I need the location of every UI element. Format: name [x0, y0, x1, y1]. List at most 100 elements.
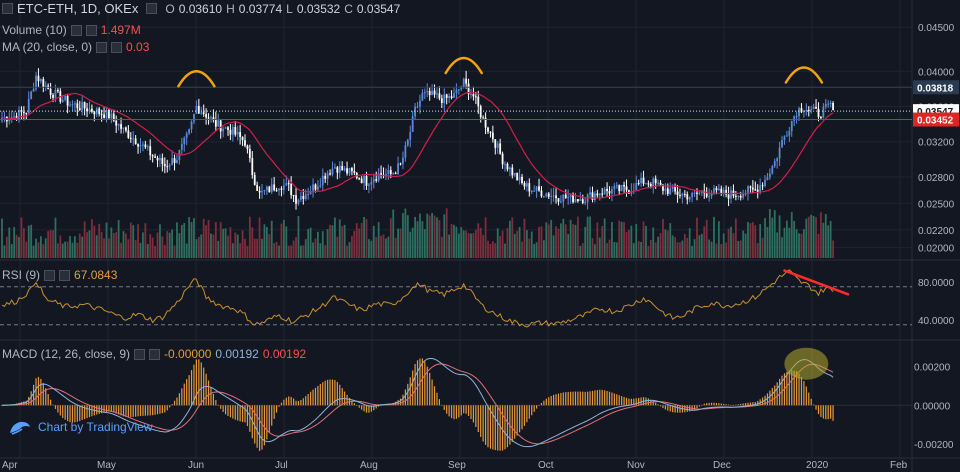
macd-hist-27 [67, 405, 69, 422]
close-icon[interactable] [59, 269, 71, 281]
volume-bar-56 [137, 224, 139, 258]
candle-body-331 [805, 110, 808, 112]
candle-body-37 [91, 108, 93, 112]
candle-body-230 [560, 201, 562, 203]
macd-hist-182 [443, 405, 445, 411]
candle-body-304 [739, 195, 742, 198]
macd-hist-198 [482, 405, 484, 442]
settings-icon[interactable] [70, 24, 82, 36]
volume-legend: Volume (10) 1.497M [2, 23, 141, 37]
settings-icon[interactable] [134, 348, 146, 360]
macd-tick-0: 0.00200 [914, 362, 951, 373]
macd-hist-168 [409, 377, 411, 406]
volume-bar-263 [640, 241, 642, 258]
macd-hist-293 [713, 402, 715, 406]
volume-bar-89 [217, 240, 220, 258]
macd-hist-207 [504, 405, 506, 450]
collapse-icon[interactable] [2, 3, 13, 14]
macd-hist-316 [769, 390, 771, 406]
candle-body-167 [406, 139, 409, 146]
candle-body-174 [423, 92, 426, 94]
rsi-tick-0: 80.0000 [918, 278, 955, 289]
hs-arc-0 [177, 70, 216, 88]
volume-bar-193 [470, 233, 472, 258]
candle-body-63 [154, 156, 156, 158]
candle-body-206 [501, 153, 504, 165]
volume-bar-168 [409, 231, 412, 258]
candle-body-205 [499, 143, 502, 154]
candle-body-256 [623, 185, 625, 187]
candle-body-246 [598, 193, 601, 196]
candle-body-238 [579, 199, 582, 202]
settings-icon[interactable] [146, 3, 158, 14]
macd-hist-237 [577, 391, 579, 406]
volume-bar-123 [299, 245, 302, 258]
volume-bar-280 [681, 240, 684, 258]
tradingview-attribution[interactable]: Chart by TradingView [8, 418, 153, 436]
volume-bar-23 [56, 243, 59, 258]
candle-body-108 [263, 190, 266, 192]
macd-hist-238 [579, 391, 581, 406]
candle-body-219 [533, 190, 536, 192]
volume-bar-83 [202, 218, 205, 258]
candle-body-7 [18, 110, 20, 120]
macd-hist-111 [271, 405, 273, 426]
candle-body-96 [234, 126, 237, 135]
price-level-lines [0, 86, 912, 121]
volume-bar-246 [598, 237, 601, 258]
macd-hist-320 [779, 378, 781, 406]
volume-bar-329 [800, 233, 803, 258]
volume-bar-8 [20, 217, 23, 258]
macd-hist-13 [32, 384, 35, 406]
macd-hist-282 [686, 405, 688, 412]
candle-body-317 [771, 166, 774, 174]
volume-bar-294 [715, 243, 718, 258]
rsi-pane [0, 269, 912, 328]
macd-hist-46 [113, 405, 115, 413]
macd-hist-45 [110, 405, 112, 412]
candle-body-234 [569, 193, 572, 198]
close-icon[interactable] [85, 24, 97, 36]
volume-bar-196 [477, 223, 480, 258]
volume-bar-162 [394, 237, 397, 258]
candle-body-36 [88, 108, 91, 112]
macd-hist-122 [297, 400, 300, 406]
candle-body-212 [516, 172, 519, 181]
macd-hist-105 [256, 405, 258, 448]
candle-body-122 [297, 199, 300, 204]
macd-hist-260 [633, 398, 635, 406]
macd-hist-294 [715, 402, 718, 406]
volume-bar-14 [35, 238, 37, 258]
volume-bar-288 [700, 233, 703, 258]
volume-bar-91 [222, 228, 225, 258]
macd-hist-28 [69, 405, 71, 423]
volume-bar-142 [346, 245, 348, 258]
candle-body-194 [472, 94, 475, 97]
macd-hist-175 [426, 366, 428, 406]
macd-hist-278 [676, 405, 679, 413]
volume-bar-198 [482, 234, 485, 258]
volume-bar-26 [64, 241, 67, 258]
candle-body-140 [341, 165, 344, 171]
volume-bar-277 [674, 237, 677, 258]
settings-icon[interactable] [44, 269, 56, 281]
close-icon[interactable] [111, 41, 123, 53]
candle-body-117 [285, 183, 288, 186]
volume-bar-151 [368, 239, 370, 258]
macd-hist-29 [71, 405, 74, 423]
volume-bar-184 [448, 234, 451, 258]
volume-bar-315 [766, 226, 769, 258]
macd-hist-140 [341, 388, 343, 406]
volume-bar-225 [547, 224, 550, 258]
macd-hist-333 [810, 398, 812, 406]
macd-hist-256 [623, 396, 625, 406]
close-label: C [344, 1, 353, 16]
candle-body-253 [615, 185, 618, 187]
time-tick-4: Aug [360, 460, 378, 471]
macd-hist-321 [781, 375, 783, 406]
close-icon[interactable] [149, 348, 161, 360]
macd-hist-328 [798, 373, 800, 406]
macd-hist-310 [754, 401, 756, 406]
candle-body-74 [180, 143, 183, 150]
settings-icon[interactable] [96, 41, 108, 53]
